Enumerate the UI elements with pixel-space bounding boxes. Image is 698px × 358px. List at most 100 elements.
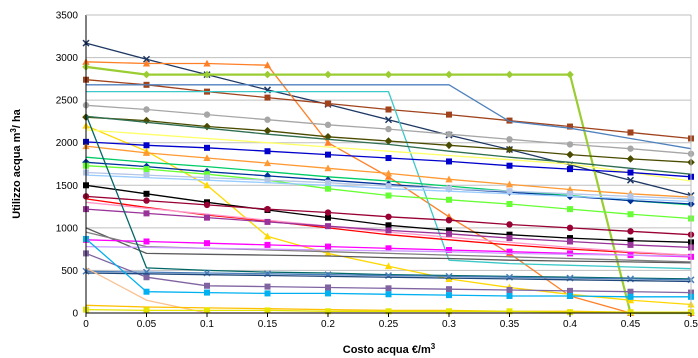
data-point [385, 308, 392, 315]
data-point [506, 201, 513, 208]
y-tick-label: 2500 [56, 96, 79, 107]
data-point [325, 308, 331, 315]
y-tick-label: 2000 [56, 138, 79, 149]
y-tick-label: 0 [72, 309, 78, 320]
data-point [627, 211, 634, 218]
data-point [324, 121, 332, 129]
data-point [626, 196, 635, 205]
data-point [203, 59, 211, 67]
data-point [385, 291, 392, 298]
data-point [445, 141, 453, 150]
data-point [325, 179, 331, 186]
data-point [446, 111, 452, 118]
data-point [143, 307, 150, 314]
x-tick-label: 0.4 [563, 319, 577, 330]
data-point [627, 169, 634, 176]
data-point [263, 126, 272, 135]
data-point [567, 287, 573, 294]
data-point [264, 307, 271, 314]
data-point [143, 106, 150, 113]
data-point [264, 241, 271, 248]
data-point [385, 222, 392, 229]
data-point [384, 116, 393, 124]
data-point [446, 196, 452, 203]
data-point [627, 237, 634, 244]
series [85, 227, 692, 264]
data-point [204, 289, 210, 296]
series-line [85, 227, 692, 264]
data-point [446, 246, 452, 253]
data-point [446, 292, 452, 299]
data-point [385, 183, 392, 190]
data-point [627, 228, 634, 235]
data-point [263, 172, 272, 180]
data-point [626, 155, 635, 163]
data-point [325, 243, 331, 250]
data-point [567, 123, 573, 130]
data-point [324, 249, 332, 257]
data-point [446, 158, 452, 165]
series [85, 129, 692, 182]
data-point [325, 151, 331, 158]
data-point [566, 70, 574, 79]
series [85, 245, 692, 257]
x-tick-label: 0 [83, 319, 89, 330]
data-point [142, 59, 151, 67]
data-point [627, 309, 634, 316]
x-tick-label: 0.1 [200, 319, 214, 330]
x-tick-label: 0.15 [258, 319, 278, 330]
data-point [204, 174, 210, 181]
data-point [445, 131, 453, 138]
data-point [506, 188, 513, 195]
data-point [143, 142, 150, 149]
data-point [446, 286, 452, 293]
x-tick-label: 0.3 [442, 319, 456, 330]
y-tick-label: 3500 [56, 11, 79, 22]
data-point [506, 292, 513, 299]
data-point [384, 70, 393, 79]
data-point [567, 235, 573, 242]
data-point [506, 162, 513, 169]
data-point [505, 180, 514, 188]
data-point [385, 125, 392, 133]
data-point [143, 288, 150, 295]
data-point [203, 181, 211, 189]
data-point [384, 137, 393, 145]
series [85, 174, 692, 203]
data-point [627, 288, 634, 295]
data-point [567, 292, 573, 299]
data-point [627, 145, 634, 152]
data-point [446, 227, 452, 234]
data-point [567, 190, 573, 197]
data-point [627, 193, 634, 200]
data-point [264, 94, 271, 101]
series-layer [82, 39, 695, 317]
data-point [263, 70, 272, 79]
data-point [203, 70, 211, 79]
data-point [143, 172, 150, 179]
data-point [567, 166, 573, 173]
tick-labels: 0 500 1000 1500 2000 2500 3000 3500 0 0.05 0.1 0.15… [56, 11, 698, 331]
series [85, 272, 692, 283]
data-point [142, 55, 151, 63]
x-axis-title: Costo acqua €/m3 [343, 342, 436, 356]
data-point [445, 216, 453, 224]
data-point [325, 100, 331, 107]
data-point [567, 238, 573, 245]
data-point [143, 197, 150, 204]
y-tick-label: 1500 [56, 181, 79, 192]
x-tick-label: 0.2 [321, 319, 335, 330]
data-point [264, 290, 271, 297]
data-point [506, 221, 513, 228]
data-point [142, 70, 151, 79]
data-point [324, 70, 332, 79]
series-line [85, 174, 692, 203]
data-point [506, 235, 513, 242]
data-point [325, 284, 331, 291]
data-point [506, 308, 513, 315]
data-point [143, 190, 150, 197]
y-tick-label: 1000 [56, 223, 79, 234]
data-point [626, 296, 635, 304]
